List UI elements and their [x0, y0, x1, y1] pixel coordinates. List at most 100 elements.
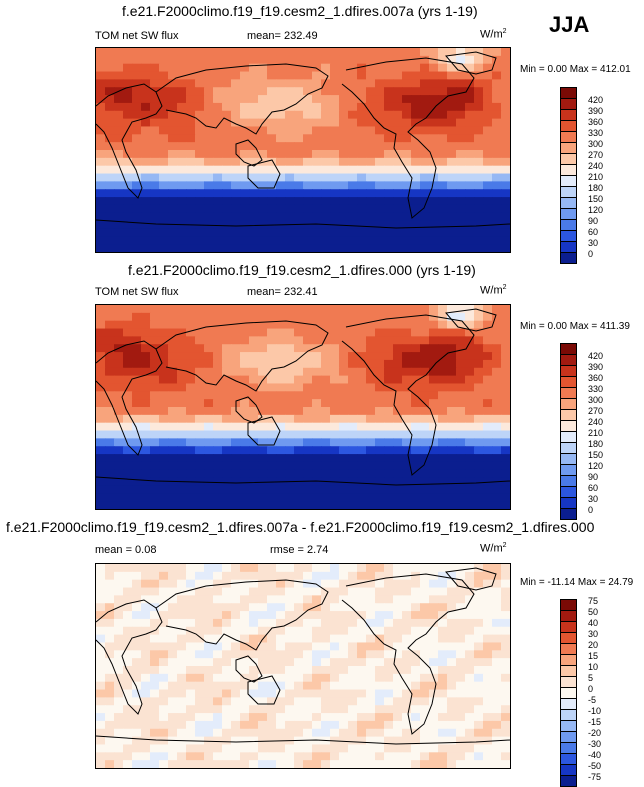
field-cell — [123, 720, 133, 730]
field-cell — [132, 634, 142, 644]
field-cell — [312, 422, 322, 432]
field-cell — [240, 736, 250, 746]
field-cell — [204, 375, 214, 385]
field-cell — [303, 344, 313, 353]
field-cell — [312, 102, 322, 112]
field-cell — [258, 165, 268, 175]
field-cell — [231, 642, 241, 651]
field-cell — [474, 666, 484, 675]
field-cell — [357, 383, 367, 392]
field-cell — [249, 697, 259, 706]
field-cell — [258, 181, 268, 190]
field-cell — [267, 110, 277, 120]
field-cell — [501, 399, 510, 408]
field-cell — [492, 134, 502, 143]
field-cell — [294, 71, 304, 80]
field-cell — [492, 414, 502, 424]
field-cell — [411, 697, 421, 706]
field-cell — [249, 305, 259, 314]
field-cell — [393, 603, 403, 612]
field-cell — [483, 150, 493, 159]
field-cell — [240, 312, 250, 322]
field-cell — [303, 48, 313, 57]
field-cell — [114, 320, 124, 330]
field-cell — [429, 728, 439, 738]
field-cell — [402, 485, 412, 494]
field-cell — [492, 760, 502, 768]
field-cell — [375, 744, 385, 753]
field-cell — [168, 110, 178, 120]
field-cell — [222, 438, 232, 447]
field-cell — [231, 454, 241, 463]
field-cell — [492, 352, 502, 361]
field-cell — [276, 305, 286, 314]
field-cell — [177, 744, 187, 753]
field-cell — [492, 142, 502, 151]
field-cell — [483, 48, 493, 57]
colorbar-tick-label: 20 — [588, 640, 599, 650]
field-cell — [483, 673, 493, 683]
field-cell — [105, 564, 115, 573]
field-cell — [483, 666, 493, 675]
field-cell — [240, 477, 250, 487]
field-cell — [231, 48, 241, 57]
field-cell — [339, 587, 349, 596]
field-cell — [357, 626, 367, 636]
field-cell — [159, 212, 169, 222]
field-cell — [168, 87, 178, 96]
field-cell — [168, 320, 178, 330]
field-cell — [285, 344, 295, 353]
field-cell — [384, 493, 394, 502]
field-cell — [114, 407, 124, 416]
field-cell — [321, 681, 331, 691]
field-cell — [384, 666, 394, 675]
field-cell — [339, 752, 349, 761]
field-cell — [258, 720, 268, 730]
field-cell — [375, 485, 385, 494]
field-cell — [357, 603, 367, 612]
field-cell — [339, 71, 349, 80]
field-cell — [303, 367, 313, 377]
field-cell — [249, 579, 259, 589]
panel1-field — [96, 48, 510, 252]
field-cell — [492, 438, 502, 447]
panel2-colorbar — [560, 343, 577, 520]
field-cell — [465, 477, 475, 487]
field-cell — [321, 705, 331, 714]
field-cell — [429, 375, 439, 385]
field-cell — [267, 344, 277, 353]
field-cell — [114, 352, 124, 361]
colorbar-tick-label: 50 — [588, 607, 599, 617]
field-cell — [177, 705, 187, 714]
field-cell — [465, 666, 475, 675]
field-cell — [492, 79, 502, 88]
field-cell — [330, 666, 340, 675]
field-cell — [249, 736, 259, 746]
field-cell — [222, 352, 232, 361]
field-cell — [492, 320, 502, 330]
field-cell — [276, 595, 286, 604]
field-cell — [168, 626, 178, 636]
field-cell — [456, 493, 466, 502]
colorbar-tick-label: 90 — [588, 472, 599, 482]
field-cell — [258, 359, 268, 369]
field-cell — [303, 110, 313, 120]
field-cell — [402, 736, 412, 746]
field-cell — [159, 713, 169, 722]
field-cell — [294, 320, 304, 330]
field-cell — [177, 501, 187, 509]
field-cell — [177, 422, 187, 432]
field-cell — [321, 595, 331, 604]
field-cell — [492, 328, 502, 337]
field-cell — [447, 375, 457, 385]
field-cell — [168, 407, 178, 416]
field-cell — [492, 469, 502, 479]
field-cell — [276, 359, 286, 369]
field-cell — [177, 87, 187, 96]
field-cell — [240, 595, 250, 604]
field-cell — [222, 157, 232, 167]
field-cell — [186, 142, 196, 151]
field-cell — [249, 469, 259, 479]
field-cell — [492, 212, 502, 222]
field-cell — [456, 212, 466, 222]
